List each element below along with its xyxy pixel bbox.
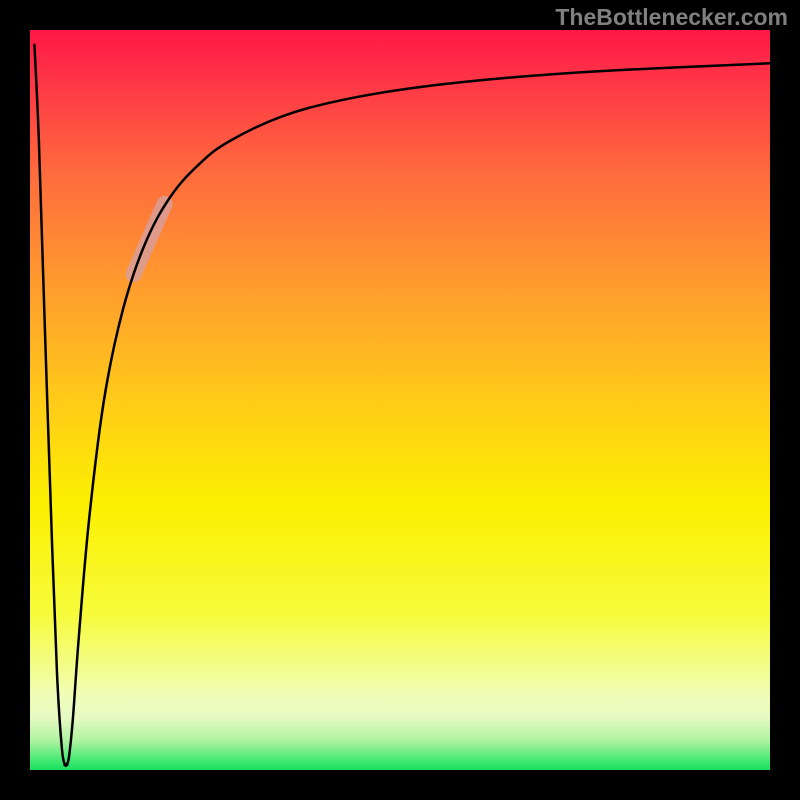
chart-stage: TheBottlenecker.com xyxy=(0,0,800,800)
chart-svg xyxy=(0,0,800,800)
plot-area xyxy=(30,30,770,770)
watermark-text: TheBottlenecker.com xyxy=(555,4,788,31)
